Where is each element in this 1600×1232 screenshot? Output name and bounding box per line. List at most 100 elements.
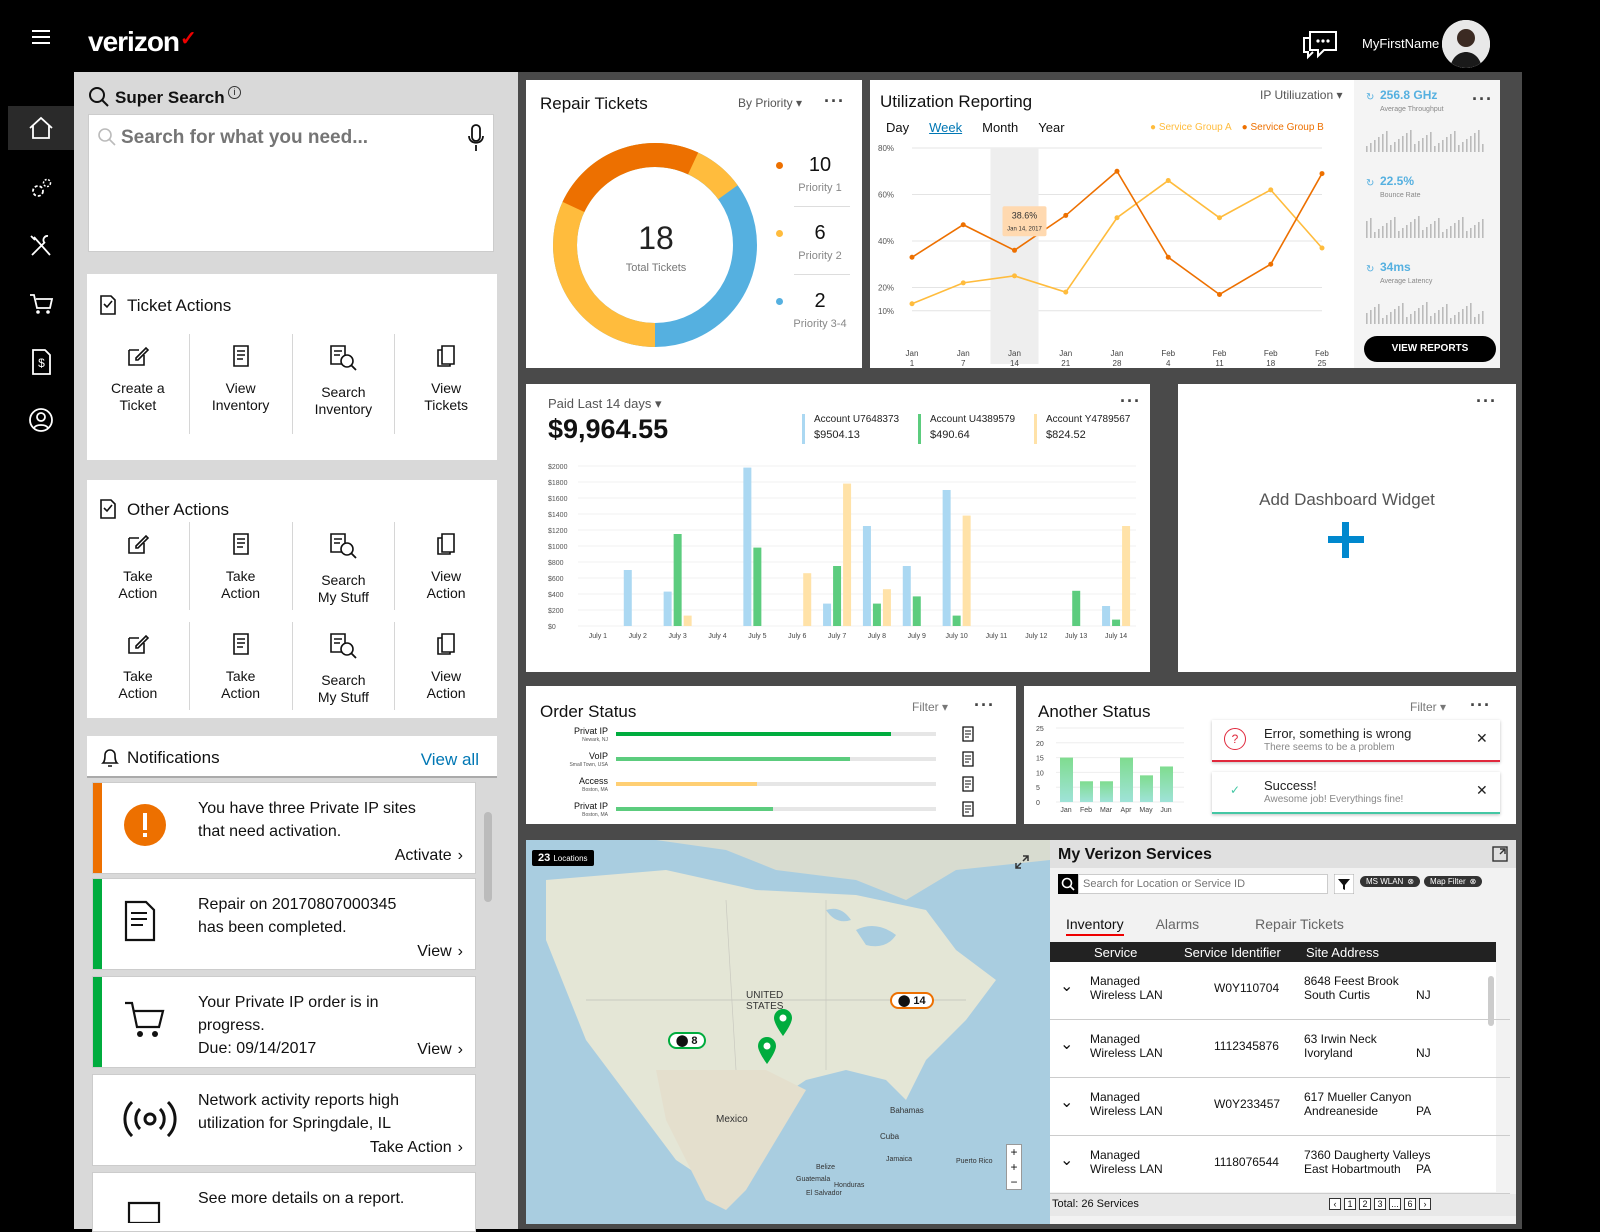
bar[interactable]	[1060, 757, 1073, 802]
add-widget-card[interactable]: ··· Add Dashboard Widget	[1178, 384, 1516, 672]
paid-dropdown[interactable]: Paid Last 14 days ▾	[548, 396, 662, 411]
bar[interactable]	[1072, 590, 1081, 626]
bar[interactable]	[1160, 766, 1173, 802]
column-header-service-identifier[interactable]: Service Identifier	[1184, 945, 1281, 960]
close-icon[interactable]: ⊗	[1407, 877, 1415, 886]
chat-icon[interactable]	[1302, 30, 1338, 60]
close-icon[interactable]: ✕	[1476, 730, 1488, 746]
action-button[interactable]: Take Action	[190, 522, 293, 610]
bar[interactable]	[1100, 781, 1113, 802]
next-page-icon[interactable]: ›	[1419, 1198, 1431, 1210]
bar[interactable]	[882, 589, 891, 626]
alert-toast[interactable]: ✓ Success! Awesome job! Everythings fine! ✕	[1212, 772, 1500, 814]
map-pin-icon[interactable]	[756, 1036, 778, 1066]
more-options-icon[interactable]: ···	[1120, 391, 1141, 411]
chevron-down-icon[interactable]: ⌄	[1060, 1152, 1074, 1169]
tab-day[interactable]: Day	[886, 120, 910, 135]
tab-alarms[interactable]: Alarms	[1155, 916, 1200, 932]
bar[interactable]	[623, 570, 632, 626]
rail-tools[interactable]	[8, 224, 74, 268]
rail-billing[interactable]: $	[8, 340, 74, 384]
bar[interactable]	[1122, 526, 1131, 626]
bar[interactable]	[912, 596, 921, 626]
data-point[interactable]	[1319, 171, 1325, 177]
verizon-logo[interactable]: verizon✓	[88, 26, 197, 58]
document-icon[interactable]	[962, 801, 974, 822]
rail-settings[interactable]	[8, 166, 74, 210]
notification-item[interactable]: Network activity reports high utilization…	[92, 1074, 476, 1166]
order-status-filter[interactable]: Filter ▾	[912, 700, 949, 714]
action-button[interactable]: Take Action	[87, 622, 190, 710]
notification-action-link[interactable]: View ›	[417, 1041, 463, 1059]
bar[interactable]	[952, 615, 961, 626]
data-point[interactable]	[1268, 261, 1274, 267]
action-button[interactable]: View Action	[395, 522, 497, 610]
close-icon[interactable]: ⊗	[1469, 877, 1477, 886]
chevron-down-icon[interactable]: ⌄	[1060, 978, 1074, 995]
locations-badge[interactable]: 23 Locations	[532, 850, 594, 866]
more-options-icon[interactable]: ···	[974, 695, 995, 715]
prev-page-icon[interactable]: ‹	[1329, 1198, 1341, 1210]
bar[interactable]	[1080, 781, 1093, 802]
action-button[interactable]: Take Action	[190, 622, 293, 710]
data-point[interactable]	[1012, 247, 1017, 253]
expand-icon[interactable]	[1492, 846, 1508, 862]
tab-inventory[interactable]: Inventory	[1066, 916, 1124, 936]
microphone-icon[interactable]	[467, 123, 485, 153]
data-point[interactable]	[960, 222, 966, 228]
page-button[interactable]: ...	[1389, 1198, 1401, 1210]
view-reports-button[interactable]: VIEW REPORTS	[1364, 336, 1496, 362]
data-point[interactable]	[1114, 215, 1120, 221]
data-point[interactable]	[1063, 289, 1069, 295]
bar[interactable]	[823, 603, 832, 626]
expand-icon[interactable]	[1014, 854, 1030, 870]
plus-icon[interactable]	[1326, 520, 1366, 560]
rail-account[interactable]	[8, 398, 74, 442]
notification-item[interactable]: Repair on 20170807000345 has been complet…	[92, 878, 476, 970]
page-button[interactable]: 1	[1344, 1198, 1356, 1210]
data-point[interactable]	[1012, 273, 1017, 279]
bar[interactable]	[1112, 619, 1121, 626]
close-icon[interactable]: ✕	[1476, 782, 1488, 798]
bar[interactable]	[902, 566, 911, 626]
action-button[interactable]: Search My Stuff	[293, 622, 396, 710]
notification-action-link[interactable]: Take Action ›	[370, 1139, 463, 1157]
bar[interactable]	[962, 515, 971, 626]
rail-home[interactable]	[8, 106, 74, 150]
utilization-dropdown[interactable]: IP Utiliuzation ▾	[1260, 88, 1343, 102]
notification-action-link[interactable]: Activate ›	[395, 847, 463, 865]
data-point[interactable]	[1165, 178, 1171, 184]
filter-chip[interactable]: Map Filter ⊗	[1424, 876, 1483, 887]
filter-chip[interactable]: MS WLAN ⊗	[1360, 876, 1421, 887]
action-button[interactable]: View Inventory	[190, 334, 293, 434]
bar[interactable]	[1120, 757, 1133, 802]
services-scrollbar[interactable]	[1488, 976, 1494, 1026]
super-search-input[interactable]	[121, 125, 451, 151]
zoom-controls[interactable]: + + −	[1006, 1144, 1022, 1190]
column-header-service[interactable]: Service	[1094, 945, 1138, 960]
chevron-down-icon[interactable]: ⌄	[1060, 1036, 1074, 1053]
column-header-site-address[interactable]: Site Address	[1306, 945, 1379, 960]
data-point[interactable]	[909, 254, 915, 260]
tab-repair-tickets[interactable]: Repair Tickets	[1255, 916, 1344, 932]
notification-item[interactable]: Your Private IP order is in progress. Due:…	[92, 976, 476, 1068]
data-point[interactable]	[1319, 245, 1325, 251]
table-row[interactable]: ⌄ Managed Wireless LAN W0Y233457 617 Mueller…	[1050, 1078, 1510, 1136]
action-button[interactable]: View Action	[395, 622, 497, 710]
tab-month[interactable]: Month	[982, 120, 1019, 135]
super-search-box[interactable]	[88, 114, 494, 252]
data-point[interactable]	[909, 301, 915, 307]
another-status-filter[interactable]: Filter ▾	[1410, 700, 1447, 714]
view-all-link[interactable]: View all	[420, 750, 479, 769]
table-row[interactable]: ⌄ Managed Wireless LAN 1118076544 7360 Daugh…	[1050, 1136, 1510, 1194]
chevron-down-icon[interactable]: ⌄	[1060, 1094, 1074, 1111]
alert-toast[interactable]: ? Error, something is wrong There seems to…	[1212, 720, 1500, 762]
data-point[interactable]	[1217, 215, 1222, 221]
priority-filter[interactable]: By Priority ▾	[738, 96, 803, 110]
tab-week[interactable]: Week	[929, 120, 963, 135]
notification-action-link[interactable]: View ›	[417, 943, 463, 961]
map-pin-cluster[interactable]: ⬤ 14	[890, 992, 934, 1009]
notification-item[interactable]: See more details on a report.	[92, 1172, 476, 1232]
action-button[interactable]: Search My Stuff	[293, 522, 396, 610]
map-pin-cluster[interactable]: ⬤ 8	[668, 1032, 706, 1049]
